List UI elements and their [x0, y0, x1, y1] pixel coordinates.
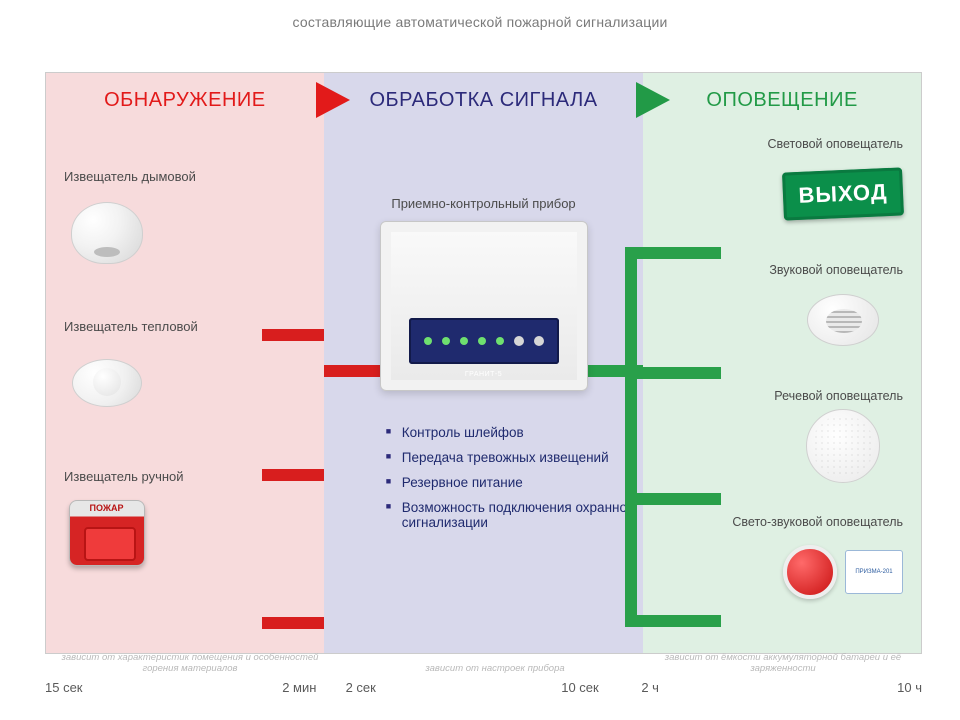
diagram-root: составляющие автоматической пожарной сиг… — [0, 0, 960, 720]
timeline: 15 сек 2 мин 2 сек 10 сек 2 ч 10 ч — [45, 680, 922, 698]
timeline-label: 2 сек — [346, 680, 376, 695]
timeline-label: 10 ч — [897, 680, 922, 695]
speaker-icon — [783, 409, 903, 483]
detector-smoke-label: Извещатель дымовой — [64, 169, 324, 184]
arrow-detect-to-process-icon — [316, 82, 350, 118]
notifier-light: Световой оповещатель ВЫХОД — [643, 137, 921, 263]
detector-heat: Извещатель тепловой — [46, 319, 324, 469]
smoke-detector-icon — [64, 190, 149, 275]
notifier-combo: Свето-звуковой оповещатель ПРИЗМА-201 — [643, 515, 921, 641]
detector-list: Извещатель дымовой Извещатель тепловой И… — [46, 169, 324, 653]
notifier-list: Световой оповещатель ВЫХОД Звуковой опов… — [643, 137, 921, 653]
feature-item: Резервное питание — [386, 475, 643, 490]
page-title: составляющие автоматической пожарной сиг… — [0, 0, 960, 30]
footer-caption-notify: зависит от ёмкости аккумуляторной батаре… — [648, 652, 918, 674]
siren-icon — [783, 283, 903, 357]
device-feature-list: Контроль шлейфов Передача тревожных изве… — [386, 425, 643, 530]
feature-item: Контроль шлейфов — [386, 425, 643, 440]
footer-caption-process: зависит от настроек прибора — [360, 663, 630, 674]
column-detection-title: ОБНАРУЖЕНИЕ — [46, 73, 324, 126]
device-label: Приемно-контрольный прибор — [324, 196, 643, 211]
exit-sign-icon: ВЫХОД — [783, 157, 903, 231]
arrow-process-to-notify-icon — [636, 82, 670, 118]
heat-detector-icon — [64, 340, 149, 425]
strobe-icon — [783, 545, 837, 599]
column-processing: ОБРАБОТКА СИГНАЛА Приемно-контрольный пр… — [324, 72, 643, 654]
control-panel-device-icon: ГРАНИТ-5 — [380, 221, 588, 391]
timeline-label: 2 мин — [282, 680, 316, 695]
detector-smoke: Извещатель дымовой — [46, 169, 324, 319]
feature-item: Возможность подключения охранной сигнали… — [386, 500, 643, 530]
timeline-label: 15 сек — [45, 680, 83, 695]
stage-area: ОБНАРУЖЕНИЕ Извещатель дымовой Извещател… — [45, 72, 922, 654]
trunk-in-icon — [324, 365, 384, 377]
column-notification-title: ОПОВЕЩЕНИЕ — [643, 73, 921, 126]
device-led-panel — [409, 318, 559, 364]
detector-manual: Извещатель ручной — [46, 469, 324, 619]
notifier-combo-label: Свето-звуковой оповещатель — [643, 515, 903, 529]
combo-notifier-icon: ПРИЗМА-201 — [783, 535, 903, 609]
device-brand: ГРАНИТ-5 — [465, 371, 502, 378]
feature-item: Передача тревожных извещений — [386, 450, 643, 465]
notifier-voice: Речевой оповещатель — [643, 389, 921, 515]
notifier-voice-label: Речевой оповещатель — [643, 389, 903, 403]
column-detection: ОБНАРУЖЕНИЕ Извещатель дымовой Извещател… — [45, 72, 324, 654]
exit-sign-text: ВЫХОД — [782, 167, 904, 220]
column-notification: ОПОВЕЩЕНИЕ Световой оповещатель ВЫХОД Зв… — [643, 72, 922, 654]
timeline-label: 10 сек — [561, 680, 599, 695]
manual-call-point-icon — [64, 490, 149, 575]
column-processing-title: ОБРАБОТКА СИГНАЛА — [324, 73, 643, 126]
combo-box-label: ПРИЗМА-201 — [845, 550, 903, 594]
footer-caption-detect: зависит от характеристик помещения и осо… — [55, 652, 325, 674]
notifier-sound-label: Звуковой оповещатель — [643, 263, 903, 277]
green-bus-vertical — [625, 247, 637, 627]
notifier-light-label: Световой оповещатель — [643, 137, 903, 151]
notifier-sound: Звуковой оповещатель — [643, 263, 921, 389]
timeline-label: 2 ч — [641, 680, 659, 695]
